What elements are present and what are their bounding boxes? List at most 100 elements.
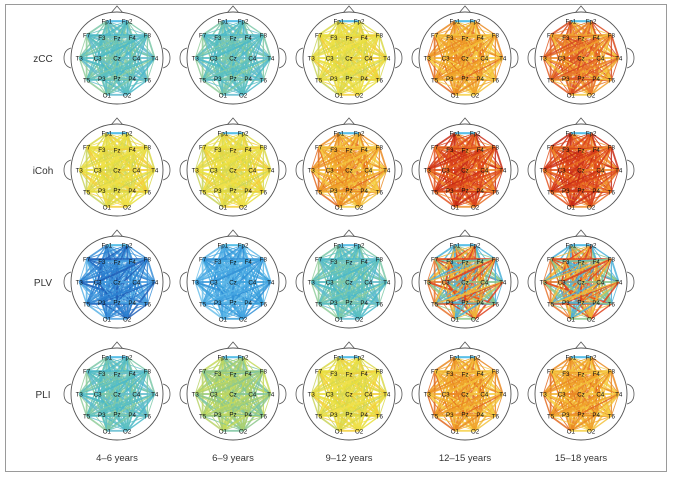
electrode-label-t5: T5 — [547, 414, 555, 421]
connection-line — [550, 191, 572, 208]
electrode-label-t3: T3 — [540, 280, 548, 287]
electrode-label-f7: F7 — [315, 369, 323, 376]
connection-line — [610, 258, 620, 283]
connection-line — [426, 169, 436, 193]
connection-line — [132, 190, 148, 193]
connection-line — [86, 132, 128, 148]
head-map-icoh-3: Fp1 Fp2 F7 F3 Fz F4 F8 T3 C3 Cz C4 T4 T5 P3 Pz P4 T6 O1 O2 — [295, 117, 403, 217]
electrode-label-p3: P3 — [98, 188, 106, 195]
connection-line — [543, 34, 612, 59]
electrode-label-f3: F3 — [446, 35, 454, 42]
connection-line — [329, 34, 380, 59]
electrode-label-c4: C4 — [596, 280, 604, 287]
head-map-zcc-1: Fp1 Fp2 F7 F3 Fz F4 F8 T3 C3 Cz C4 T4 T5 P3 Pz P4 T6 O1 O2 — [63, 5, 171, 105]
electrode-label-o2: O2 — [471, 316, 480, 323]
electrode-label-fp2: Fp2 — [238, 19, 249, 26]
electrode-label-fp2: Fp2 — [470, 355, 481, 362]
nose-shape — [226, 341, 240, 350]
connection-line — [106, 57, 137, 96]
connection-line — [78, 36, 103, 59]
connection-line — [364, 302, 380, 305]
connection-line — [427, 258, 496, 283]
connection-line — [449, 281, 485, 304]
connection-line — [222, 303, 264, 320]
electrode-label-c3: C3 — [94, 392, 102, 399]
electrode-label-f4: F4 — [477, 259, 485, 266]
electrode-label-t4: T4 — [383, 392, 391, 399]
connection-line — [318, 169, 369, 193]
electrode-label-c4: C4 — [132, 168, 140, 175]
connection-line — [338, 169, 350, 208]
electrode-label-fz: Fz — [346, 372, 353, 379]
connection-line — [222, 393, 234, 432]
connection-line — [232, 301, 244, 320]
electrode-label-o1: O1 — [103, 92, 112, 99]
electrode-label-t5: T5 — [431, 302, 439, 309]
connection-line — [194, 57, 204, 81]
connection-line — [126, 191, 148, 208]
connection-line — [201, 281, 215, 305]
connection-line — [318, 132, 360, 148]
connection-line — [222, 57, 234, 96]
connection-line — [146, 169, 156, 193]
connection-line — [358, 191, 380, 208]
connection-line — [596, 414, 612, 417]
connection-line — [86, 393, 137, 417]
electrode-label-c3: C3 — [442, 56, 450, 63]
electrode-label-f3: F3 — [330, 371, 338, 378]
electrode-label-c4: C4 — [480, 168, 488, 175]
connection-line — [454, 301, 481, 320]
electrode-label-o1: O1 — [103, 204, 112, 211]
connection-line — [464, 281, 496, 305]
connection-line — [445, 258, 496, 283]
connection-line — [146, 393, 156, 417]
electrode-label-f7: F7 — [315, 257, 323, 264]
connection-line — [464, 77, 476, 96]
connection-line — [542, 149, 582, 171]
electrode-label-f7: F7 — [83, 257, 91, 264]
electrode-label-f8: F8 — [144, 369, 152, 376]
connection-line — [126, 169, 156, 208]
connection-line — [329, 258, 380, 283]
electrode-label-o2: O2 — [355, 316, 364, 323]
connection-line — [464, 189, 476, 208]
connection-line — [318, 356, 360, 372]
connection-line — [86, 57, 118, 81]
electrode-label-c3: C3 — [210, 392, 218, 399]
connection-line — [454, 281, 485, 320]
connection-line — [217, 281, 253, 304]
connection-line — [550, 20, 572, 36]
electrode-label-t5: T5 — [547, 190, 555, 197]
nose-shape — [458, 117, 472, 126]
connection-line — [550, 393, 619, 417]
electrode-label-o2: O2 — [471, 204, 480, 211]
connection-line — [348, 169, 380, 193]
connection-line — [85, 281, 99, 305]
connection-line — [378, 281, 388, 305]
connection-line — [318, 191, 340, 208]
electrode-label-cz: Cz — [113, 56, 121, 63]
connection-line — [202, 415, 244, 432]
electrode-label-t3: T3 — [540, 56, 548, 63]
electrode-label-f7: F7 — [199, 257, 207, 264]
connection-line — [78, 37, 118, 59]
connection-line — [494, 146, 504, 171]
connection-line — [217, 302, 224, 319]
right-ear-shape — [162, 271, 171, 293]
connection-line — [454, 301, 466, 320]
electrode-label-t4: T4 — [151, 392, 159, 399]
connection-line — [570, 57, 601, 96]
connection-line — [310, 37, 350, 59]
electrode-label-pz: Pz — [345, 411, 352, 418]
connection-line — [434, 281, 503, 305]
electrode-label-c3: C3 — [210, 56, 218, 63]
connection-line — [202, 79, 224, 96]
electrode-label-fp2: Fp2 — [354, 355, 365, 362]
connection-line — [242, 244, 264, 260]
connection-line — [106, 301, 133, 320]
connection-line — [86, 393, 155, 417]
electrode-label-o2: O2 — [239, 204, 248, 211]
connection-line — [194, 57, 224, 96]
connection-line — [549, 281, 563, 305]
electrode-label-t6: T6 — [260, 302, 268, 309]
